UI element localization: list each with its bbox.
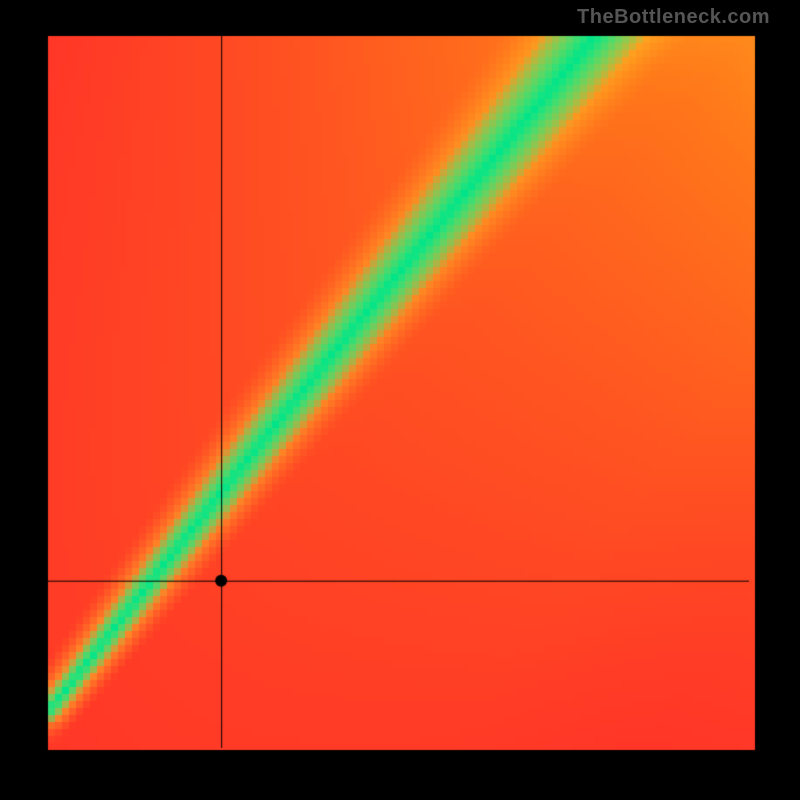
watermark-text: TheBottleneck.com (577, 6, 770, 29)
bottleneck-heatmap (0, 0, 800, 800)
